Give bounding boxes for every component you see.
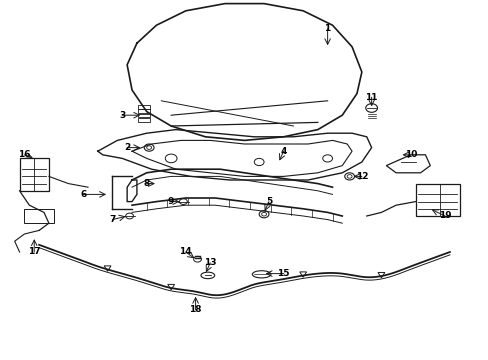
Text: 4: 4 [280,147,286,156]
Text: 10: 10 [404,150,416,159]
Text: 8: 8 [143,179,149,188]
Text: 3: 3 [119,111,125,120]
Bar [138,114,150,117]
Bar [138,118,150,122]
Bar [138,105,150,109]
Text: 19: 19 [438,211,450,220]
Text: 18: 18 [189,305,202,314]
Bar [138,109,150,113]
Text: 1: 1 [324,24,330,33]
Text: 16: 16 [18,150,31,159]
Text: 9: 9 [167,197,174,206]
Text: 17: 17 [28,248,41,256]
Text: 2: 2 [124,143,130,152]
Text: 15: 15 [277,269,289,278]
Text: 7: 7 [109,215,116,224]
Text: 5: 5 [265,197,271,206]
Text: 13: 13 [203,258,216,267]
Text: 14: 14 [179,248,192,256]
Text: 11: 11 [365,93,377,102]
Text: 12: 12 [355,172,367,181]
Text: 6: 6 [80,190,86,199]
